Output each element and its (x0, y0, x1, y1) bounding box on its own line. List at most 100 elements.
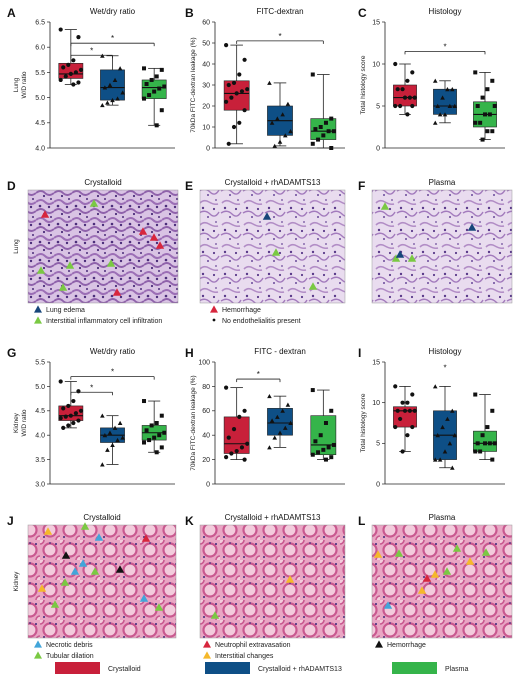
significance-star: * (111, 368, 114, 377)
marker-arrow (430, 570, 440, 578)
data-point (475, 104, 480, 108)
marker-arrow (271, 248, 281, 256)
panel-letter: I (358, 346, 361, 360)
data-point (159, 67, 164, 72)
data-point (393, 103, 398, 109)
y-tick-label: 6.0 (35, 45, 45, 52)
data-point (405, 433, 410, 438)
marker-arrow (154, 603, 164, 611)
histology-image (371, 524, 513, 639)
data-point (142, 96, 147, 101)
legend-label: Crystalloid (108, 666, 141, 673)
y-tick-label: 5 (376, 103, 380, 110)
panel-l-histology: L Plasma (358, 513, 513, 639)
data-point (321, 447, 326, 452)
panel-letter: G (7, 346, 16, 360)
y-tick-label: 15 (372, 19, 380, 26)
panel-letter: J (7, 514, 14, 528)
data-point (242, 457, 247, 462)
image-title: Crystalloid (83, 513, 120, 522)
data-point (226, 82, 231, 88)
marker-arrow (37, 584, 47, 592)
data-point (393, 384, 398, 389)
data-point (58, 77, 63, 83)
data-point (285, 402, 291, 407)
panel-letter: F (358, 179, 365, 193)
y-tick-label: 5.0 (35, 95, 45, 102)
chart-title: FITC-dextran (256, 7, 303, 16)
data-point (326, 445, 331, 450)
marker-arrow (308, 282, 318, 290)
marker-arrow (442, 567, 452, 575)
y-tick-label: 30 (202, 82, 210, 89)
data-point (440, 95, 445, 100)
data-point (485, 129, 490, 134)
marker-arrow (36, 266, 46, 274)
swatch-crystalloid (55, 662, 100, 674)
data-point (149, 423, 154, 428)
image-title: Crystalloid + rhADAMTS13 (225, 513, 321, 522)
data-point (112, 425, 118, 430)
legend-label: Lung edema (46, 307, 85, 314)
data-point (78, 67, 84, 72)
data-point (405, 112, 410, 117)
data-point (78, 408, 84, 413)
data-point (280, 112, 285, 117)
data-point (402, 408, 408, 413)
data-point (487, 112, 492, 117)
data-point (120, 90, 125, 95)
data-point (117, 66, 123, 71)
marker-arrow (70, 567, 80, 575)
data-point (313, 127, 318, 132)
data-point (269, 120, 275, 125)
data-point (447, 103, 453, 108)
data-point (234, 91, 239, 96)
data-point (310, 141, 315, 146)
data-point (435, 103, 440, 108)
box-crystalloid-rhadamts13 (100, 69, 125, 101)
panel-e-histology: E Crystalloid + rhADAMTS13 (185, 178, 346, 304)
data-point (331, 442, 336, 447)
data-point (73, 411, 79, 416)
data-point (100, 53, 105, 58)
data-point (105, 447, 110, 452)
organ-label: Kidney (13, 412, 20, 433)
y-tick-label: 6.5 (35, 19, 45, 26)
data-point (76, 389, 81, 394)
data-point (405, 400, 410, 405)
data-point (66, 423, 71, 428)
y-tick-label: 4.0 (35, 433, 45, 440)
marker-arrow (141, 534, 151, 542)
data-point (112, 77, 118, 82)
data-point (492, 104, 497, 108)
legend-label: Crystalloid + rhADAMTS13 (258, 666, 342, 673)
significance-star: * (257, 370, 260, 379)
data-point (285, 101, 291, 106)
data-point (267, 445, 272, 450)
y-tick-label: 0 (206, 145, 210, 152)
data-point (115, 96, 120, 101)
image-title: Plasma (429, 178, 456, 187)
marker-arrow (138, 227, 148, 235)
marker-arrow (149, 233, 159, 241)
data-point (452, 103, 458, 108)
data-point (323, 421, 328, 425)
data-point (242, 57, 247, 62)
data-point (487, 441, 492, 446)
data-point (326, 129, 331, 134)
legend-label: Neutrophil extravasation (215, 642, 291, 649)
data-point (224, 385, 229, 390)
marker-arrow (210, 611, 220, 619)
data-point (321, 133, 326, 138)
data-point (58, 416, 63, 421)
legend-label: Hemorrhage (222, 307, 261, 314)
significance-star: * (443, 42, 446, 51)
box-plasma (310, 118, 337, 140)
data-point (492, 441, 497, 446)
panel-i-chart: I Histology 0 5 10 15 Total histology score * (358, 346, 505, 488)
data-point (410, 424, 415, 430)
data-point (490, 408, 495, 413)
data-point (316, 450, 321, 455)
data-point (157, 433, 162, 438)
